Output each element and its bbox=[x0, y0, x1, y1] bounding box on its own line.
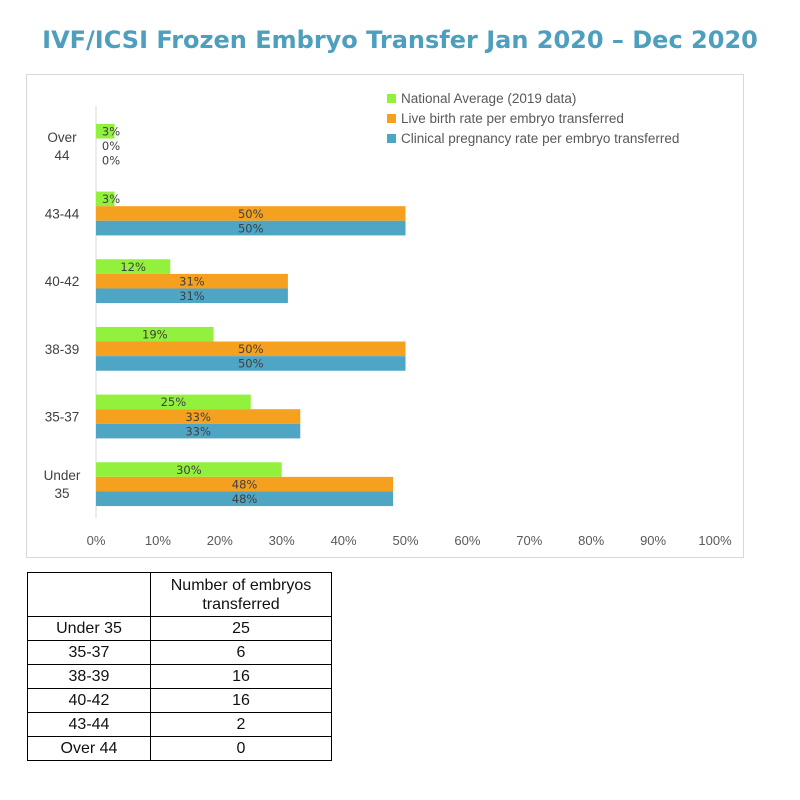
data-label: 33% bbox=[185, 410, 211, 424]
x-tick-label: 100% bbox=[698, 533, 732, 548]
legend-swatch bbox=[387, 134, 396, 143]
data-label: 50% bbox=[238, 207, 264, 221]
table-cell-age: 38-39 bbox=[27, 664, 151, 689]
table-cell-count: 16 bbox=[150, 688, 332, 713]
data-label: 3% bbox=[102, 125, 120, 139]
bar bbox=[96, 462, 282, 477]
table-row: 35-37 6 bbox=[27, 640, 332, 665]
table-row: Under 35 25 bbox=[27, 616, 332, 641]
data-label: 48% bbox=[232, 477, 258, 491]
bar bbox=[96, 423, 301, 439]
table-cell-age: Under 35 bbox=[27, 616, 151, 641]
table-cell-age: 40-42 bbox=[27, 688, 151, 713]
legend-label: Clinical pregnancy rate per embryo trans… bbox=[401, 131, 679, 146]
table-header-row: Number of embryos transferred bbox=[27, 572, 332, 617]
category-label: 38-39 bbox=[45, 342, 80, 357]
data-label: 30% bbox=[176, 463, 202, 477]
x-tick-label: 70% bbox=[516, 533, 542, 548]
x-tick-label: 80% bbox=[578, 533, 604, 548]
embryo-count-table: Number of embryos transferred Under 35 25… bbox=[27, 572, 332, 761]
table-cell-age: 35-37 bbox=[27, 640, 151, 665]
data-label: 25% bbox=[161, 395, 187, 409]
data-label: 0% bbox=[102, 154, 120, 168]
table-row: Over 44 0 bbox=[27, 736, 332, 761]
table-cell-count: 25 bbox=[150, 616, 332, 641]
data-label: 31% bbox=[179, 289, 205, 303]
table-row: 38-39 16 bbox=[27, 664, 332, 689]
bar bbox=[96, 491, 394, 507]
data-label: 50% bbox=[238, 342, 264, 356]
table-header-empty bbox=[27, 572, 151, 617]
x-tick-label: 50% bbox=[392, 533, 418, 548]
x-tick-label: 0% bbox=[87, 533, 106, 548]
data-label: 33% bbox=[185, 424, 211, 438]
category-label: 35-37 bbox=[45, 410, 80, 425]
category-label: 44 bbox=[54, 148, 70, 163]
bar bbox=[96, 476, 394, 492]
data-label: 12% bbox=[120, 260, 146, 274]
category-label: Over bbox=[47, 130, 77, 145]
x-tick-label: 40% bbox=[331, 533, 357, 548]
bar bbox=[96, 326, 214, 342]
data-label: 50% bbox=[238, 221, 264, 235]
category-label: Under bbox=[44, 468, 81, 483]
chart-title: IVF/ICSI Frozen Embryo Transfer Jan 2020… bbox=[42, 26, 758, 54]
table-row: 40-42 16 bbox=[27, 688, 332, 713]
x-tick-label: 20% bbox=[207, 533, 233, 548]
x-tick-label: 30% bbox=[269, 533, 295, 548]
category-label: 40-42 bbox=[45, 274, 80, 289]
data-label: 19% bbox=[142, 328, 168, 342]
bar bbox=[96, 259, 171, 274]
table-cell-count: 2 bbox=[150, 712, 332, 737]
category-label: 35 bbox=[54, 486, 69, 501]
table-cell-age: 43-44 bbox=[27, 712, 151, 737]
bar bbox=[96, 273, 288, 289]
bar-chart: 0% 10% 20% 30% 40% 50% 60% 70% 80% 90% 100% Under 35… bbox=[44, 91, 732, 548]
data-label: 31% bbox=[179, 274, 205, 288]
category-label: 43-44 bbox=[45, 207, 80, 222]
legend-swatch bbox=[387, 94, 396, 103]
x-tick-label: 10% bbox=[145, 533, 171, 548]
bar bbox=[96, 220, 406, 236]
data-label: 50% bbox=[238, 357, 264, 371]
data-label: 3% bbox=[102, 192, 120, 206]
bar bbox=[96, 191, 115, 207]
legend-label: Live birth rate per embryo transferred bbox=[401, 111, 624, 126]
bar bbox=[96, 341, 406, 357]
x-tick-label: 60% bbox=[454, 533, 480, 548]
bar bbox=[96, 288, 288, 304]
bar bbox=[96, 206, 406, 221]
bar bbox=[96, 356, 406, 371]
table-header-line-2: transferred bbox=[202, 595, 280, 613]
table-cell-count: 16 bbox=[150, 664, 332, 689]
data-label: 48% bbox=[232, 492, 258, 506]
table-row: 43-44 2 bbox=[27, 712, 332, 737]
table-header-embryos: Number of embryos transferred bbox=[150, 572, 332, 617]
legend-swatch bbox=[387, 114, 396, 123]
table-header-line-1: Number of embryos bbox=[170, 576, 312, 594]
bar bbox=[96, 123, 115, 139]
x-tick-label: 90% bbox=[640, 533, 666, 548]
bar bbox=[96, 409, 301, 424]
legend-label: National Average (2019 data) bbox=[401, 91, 576, 106]
data-label: 0% bbox=[102, 139, 120, 153]
table-cell-count: 6 bbox=[150, 640, 332, 665]
table-cell-count: 0 bbox=[150, 736, 332, 761]
table-cell-age: Over 44 bbox=[27, 736, 151, 761]
bar bbox=[96, 394, 251, 410]
